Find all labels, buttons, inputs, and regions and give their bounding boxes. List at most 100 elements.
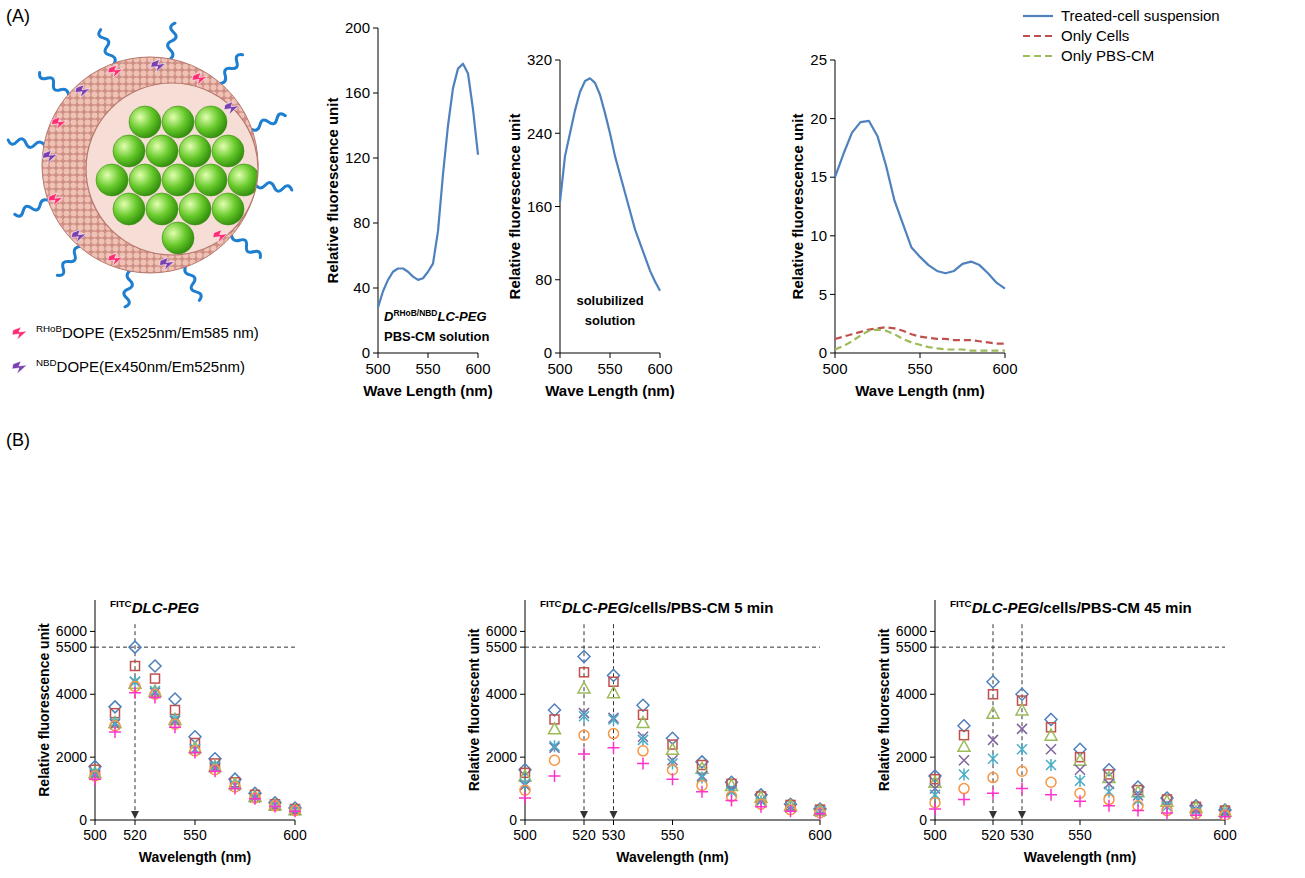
x-tick-label: 550	[661, 827, 685, 843]
cut-edge	[86, 83, 258, 255]
y-tick	[90, 694, 95, 695]
peg-chain	[254, 183, 291, 192]
y-tick	[830, 353, 835, 354]
y-tick-label: 25	[810, 51, 827, 68]
data-point	[580, 668, 589, 677]
text-run: DOPE(Ex450nm/Em525nm)	[57, 358, 245, 375]
figure: (A)(B)RHoBDOPE (Ex525nm/Em585 nm)NBDDOPE…	[0, 0, 1305, 878]
annotation: solubilized	[576, 293, 643, 308]
x-tick-label: 520	[123, 827, 147, 843]
panel-label: (B)	[6, 430, 30, 450]
diagram-legend-label: NBDDOPE(Ex450nm/Em525nm)	[36, 357, 245, 375]
y-axis-title: Relative fluorescence unit	[324, 98, 341, 284]
y-tick	[90, 757, 95, 758]
y-tick	[555, 353, 560, 354]
dye-marker	[75, 85, 90, 98]
data-point	[550, 740, 560, 752]
core-particle	[146, 135, 178, 167]
text-run: /cells/PBS-CM 45 min	[1039, 599, 1192, 616]
data-point	[637, 717, 649, 728]
data-point	[667, 773, 679, 785]
peg-chain	[124, 269, 133, 306]
chart: 02000400055006000500520530550600Relative…	[466, 598, 832, 865]
x-tick-label: 520	[981, 827, 1005, 843]
y-tick-label: 160	[345, 84, 370, 101]
data-line	[378, 64, 478, 308]
y-tick-label: 10	[810, 227, 827, 244]
peg-chain	[231, 233, 260, 258]
plot-area	[560, 78, 660, 290]
data-point	[89, 773, 101, 785]
dye-marker	[71, 230, 86, 243]
lipid-shell	[42, 57, 258, 273]
data-point	[987, 787, 999, 799]
y-tick	[830, 60, 835, 61]
plot-area	[835, 121, 1005, 351]
x-tick-label: 600	[1213, 827, 1237, 843]
y-tick	[90, 631, 95, 632]
data-point	[960, 731, 969, 740]
data-point	[609, 729, 619, 739]
data-point	[814, 808, 826, 820]
y-tick-label: 6000	[56, 623, 87, 639]
legend-label: Treated-cell suspension	[1061, 7, 1220, 24]
y-tick	[930, 631, 935, 632]
data-point	[958, 794, 970, 806]
dye-marker	[159, 257, 174, 270]
data-point	[1190, 809, 1202, 820]
plot-area	[929, 624, 1231, 820]
y-tick	[520, 631, 525, 632]
x-tick-label: 500	[513, 827, 537, 843]
y-tick-label: 5500	[896, 639, 927, 655]
data-point	[1046, 744, 1056, 754]
data-point	[189, 746, 201, 758]
data-point	[696, 786, 708, 798]
text-run: /cells/PBS-CM 5 min	[629, 599, 773, 616]
data-point	[129, 687, 141, 699]
peg-chain	[250, 114, 286, 130]
data-point	[1017, 766, 1027, 776]
dye-marker	[48, 193, 63, 206]
x-tick	[820, 820, 821, 825]
data-point	[129, 641, 141, 653]
y-axis-line	[95, 600, 96, 820]
panel-label: (A)	[6, 6, 30, 26]
data-point	[608, 687, 620, 698]
chart: 02000400055006000500520530550600Relative…	[876, 598, 1237, 865]
annotation: solution	[585, 313, 636, 328]
data-point	[549, 723, 561, 734]
text-run: solution	[585, 313, 636, 328]
x-tick	[525, 820, 526, 825]
x-tick	[378, 353, 379, 358]
dye-marker	[108, 253, 123, 266]
x-tick-label: 500	[923, 827, 947, 843]
data-point	[1046, 759, 1056, 771]
y-tick	[830, 294, 835, 295]
legend-swatch	[1023, 15, 1053, 17]
data-point	[988, 753, 998, 765]
data-point	[1074, 754, 1086, 765]
x-tick	[1022, 820, 1023, 825]
y-tick-label: 0	[544, 344, 552, 361]
data-point	[169, 693, 181, 705]
data-point	[959, 784, 969, 794]
x-tick	[660, 353, 661, 358]
y-tick-label: 0	[509, 812, 517, 828]
x-tick-label: 550	[415, 360, 440, 377]
text-run: FITC	[110, 598, 132, 609]
data-point	[1046, 777, 1056, 787]
chart-title: FITCDLC-PEG/cells/PBS-CM 5 min	[540, 598, 773, 616]
x-tick-label: 500	[822, 360, 847, 377]
x-tick-label: 600	[647, 360, 672, 377]
y-tick	[555, 279, 560, 280]
y-tick	[555, 206, 560, 207]
x-tick	[135, 820, 136, 825]
x-tick-label: 600	[283, 827, 307, 843]
data-point	[578, 682, 590, 693]
y-tick-label: 6000	[486, 623, 517, 639]
x-tick	[560, 353, 561, 358]
x-axis-title: Wavelength (nm)	[616, 849, 728, 865]
y-tick-label: 160	[527, 198, 552, 215]
data-point	[785, 805, 797, 817]
data-line	[835, 121, 1005, 289]
